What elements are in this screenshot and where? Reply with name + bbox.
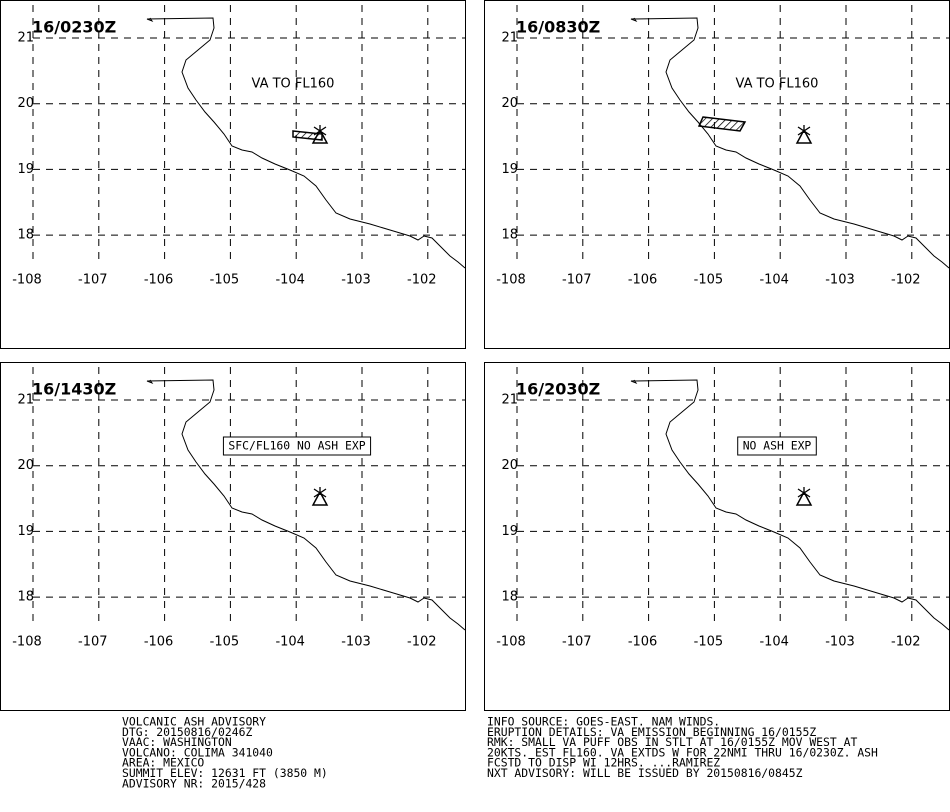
lon-tick-label: -103 [825,635,855,650]
lat-tick-label: 21 [501,31,518,46]
lon-tick-label: -102 [891,635,921,650]
lon-tick-label: -104 [759,273,789,288]
advisory-line: VOLCANIC ASH ADVISORY [122,715,266,729]
coastline [630,17,950,269]
forecast-time: 16/2030Z [516,380,600,399]
annotation: NO ASH EXP [743,439,812,453]
lon-tick-label: -108 [12,273,42,288]
volcano-plume [797,125,811,136]
panel-border [0,362,466,711]
advisory-line: SUMMIT ELEV: 12631 FT (3850 M) [122,766,328,780]
lon-tick-label: -108 [12,635,42,650]
lat-tick-label: 18 [501,228,518,243]
advisory-line: INFO SOURCE: GOES-EAST. NAM WINDS. [487,715,720,729]
annotation-box [222,436,372,456]
advisory-line: VAAC: WASHINGTON [122,735,232,749]
lon-tick-label: -107 [78,273,108,288]
lat-tick-label: 20 [501,458,518,473]
lon-tick-label: -105 [210,635,240,650]
lon-tick-label: -106 [144,635,174,650]
volcano-plume [797,487,811,498]
advisory-line: ADVISORY NR: 2015/428 [122,776,266,790]
lon-tick-label: -105 [694,635,724,650]
advisory-line: 20KTS. EST FL160. VA EXTDS W FOR 22NMI T… [487,745,878,759]
lat-tick-label: 19 [501,162,518,177]
coastline [146,17,466,269]
lat-tick-label: 18 [17,590,34,605]
map-panel: -108 -107 -106 -105 -104 -103 -102 21 20 19 18 16/2… [484,362,950,711]
coastline [146,379,466,631]
lat-tick-label: 20 [17,96,34,111]
lat-tick-label: 21 [17,31,34,46]
lat-tick-label: 19 [501,524,518,539]
lon-tick-label: -105 [210,273,240,288]
advisory-line: DTG: 20150816/0246Z [122,725,252,739]
lat-tick-label: 20 [501,96,518,111]
forecast-time: 16/1430Z [32,380,116,399]
lon-tick-label: -104 [759,635,789,650]
lon-tick-label: -108 [496,635,526,650]
lon-tick-label: -102 [407,273,437,288]
advisory-line: RMK: SMALL VA PUFF OBS IN STLT AT 16/015… [487,735,857,749]
map-panel: -108 -107 -106 -105 -104 -103 -102 21 20 19 18 16/0… [0,0,466,349]
advisory-line: NXT ADVISORY: WILL BE ISSUED BY 20150816… [487,766,803,780]
volcano-symbol [311,490,329,506]
lon-tick-label: -108 [496,273,526,288]
lon-tick-label: -103 [825,273,855,288]
lat-tick-label: 18 [17,228,34,243]
lon-tick-label: -107 [562,635,592,650]
lat-tick-label: 19 [17,162,34,177]
advisory-line: AREA: MEXICO [122,756,204,770]
lon-tick-label: -104 [275,635,305,650]
lon-tick-label: -106 [628,635,658,650]
advisory-line: VOLCANO: COLIMA 341040 [122,745,273,759]
annotation: SFC/FL160 NO ASH EXP [228,439,365,453]
lon-tick-label: -107 [78,635,108,650]
panel-border [0,0,466,349]
lon-tick-label: -107 [562,273,592,288]
lat-tick-label: 20 [17,458,34,473]
volcano-plume [313,487,327,498]
lon-tick-label: -106 [144,273,174,288]
lon-tick-label: -106 [628,273,658,288]
advisory-line: FCSTD TO DISP WI 12HRS. ...RAMIREZ [487,756,720,770]
lat-tick-label: 19 [17,524,34,539]
ash-area [697,116,747,132]
lon-tick-label: -102 [891,273,921,288]
forecast-time: 16/0830Z [516,18,600,37]
lon-tick-label: -103 [341,635,371,650]
ash-area [292,130,323,141]
lon-tick-label: -105 [694,273,724,288]
lon-tick-label: -102 [407,635,437,650]
coastline [630,379,950,631]
panel-border [484,0,950,349]
advisory-line: ERUPTION DETAILS: VA EMISSION BEGINNING … [487,725,816,739]
lon-tick-label: -103 [341,273,371,288]
lon-tick-label: -104 [275,273,305,288]
lat-tick-label: 18 [501,590,518,605]
volcano-symbol [795,490,813,506]
annotation-box [737,436,817,456]
lat-tick-label: 21 [17,393,34,408]
annotation: VA TO FL160 [252,77,335,92]
map-panel: -108 -107 -106 -105 -104 -103 -102 21 20 19 18 16/0… [484,0,950,349]
forecast-time: 16/0230Z [32,18,116,37]
panel-border [484,362,950,711]
lat-tick-label: 21 [501,393,518,408]
map-panel: -108 -107 -106 -105 -104 -103 -102 21 20 19 18 16/1… [0,362,466,711]
annotation: VA TO FL160 [736,77,819,92]
volcano-symbol [795,128,813,144]
